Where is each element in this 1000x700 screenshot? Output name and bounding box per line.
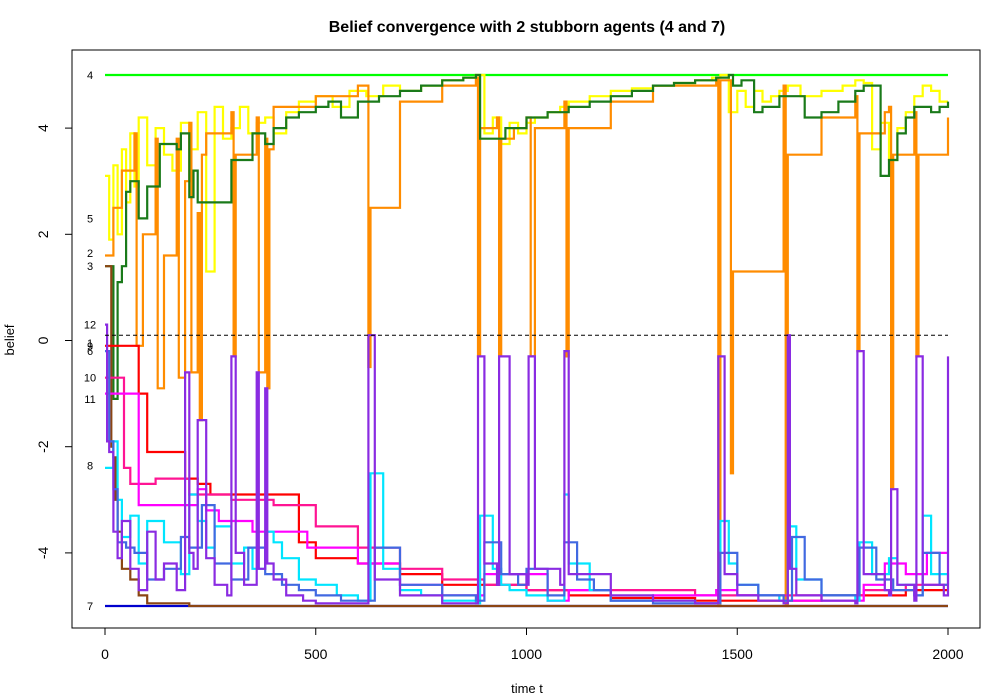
x-tick-label: 0 [101,646,109,662]
x-tick-label: 1500 [722,646,753,662]
agent-label-3: 3 [87,261,93,273]
agent-label-5: 5 [87,213,93,225]
agent-label-4: 4 [87,70,93,82]
x-axis: 0 500 1000 1500 2000 [101,627,964,662]
y-axis: -4 -2 0 2 4 [35,124,73,559]
x-axis-label: time t [511,681,543,696]
series-line-11 [105,350,948,605]
x-tick-label: 500 [304,646,328,662]
plot-frame [71,49,981,629]
agent-labels: 4 5 23 12 196 10 11 8 7 [84,70,96,613]
agent-label-1: 1 [87,338,93,350]
chart-title: Belief convergence with 2 stubborn agent… [329,19,726,36]
series-layer [105,73,950,608]
y-tick-label: -4 [35,546,51,559]
y-tick-label: 4 [35,124,51,132]
agent-label-9: 9 [87,341,93,353]
y-tick-label: 0 [35,336,51,344]
y-tick-label: 2 [35,230,51,238]
agent-label-6: 6 [87,346,93,358]
agent-label-7: 7 [87,601,93,613]
agent-label-11: 11 [84,394,95,406]
agent-label-10: 10 [84,373,96,385]
x-tick-label: 1000 [511,646,542,662]
agent-label-2: 2 [87,248,93,260]
series-line-5 [105,73,950,400]
y-tick-label: -2 [35,440,51,453]
series-line-12 [105,323,950,605]
x-tick-label: 2000 [932,646,963,662]
agent-label-8: 8 [87,460,93,472]
y-axis-label: belief [2,324,17,355]
agent-label-12: 12 [84,320,96,332]
